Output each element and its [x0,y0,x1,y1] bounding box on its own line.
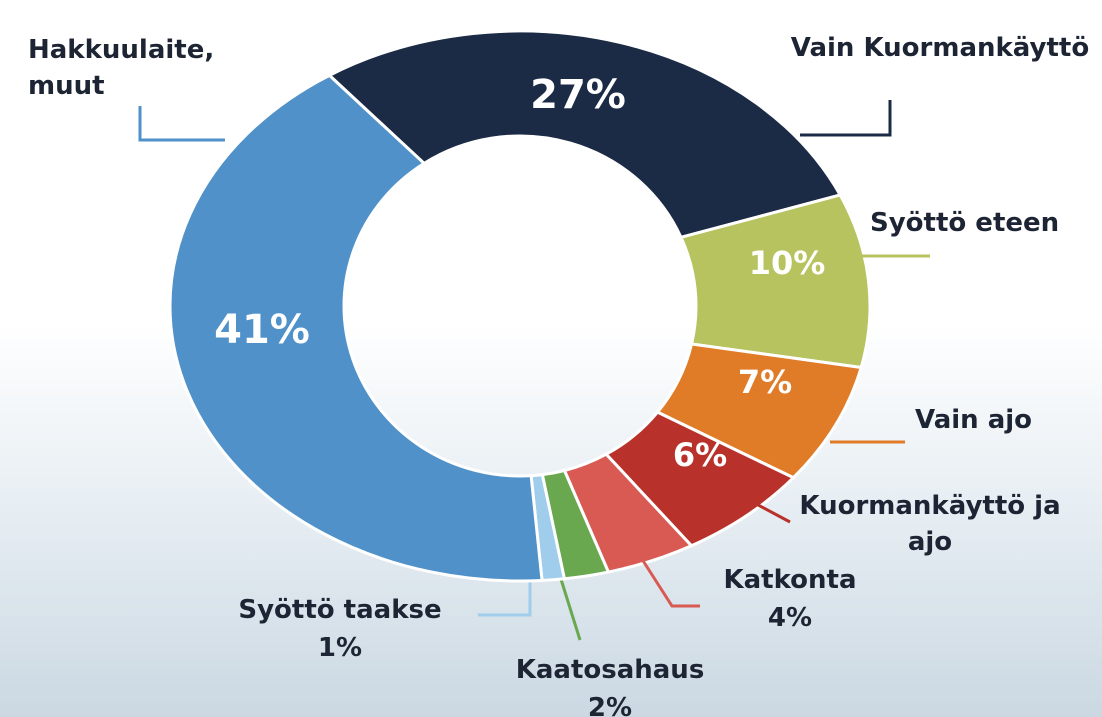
segment-label: Vain ajo [915,405,1033,435]
leader-line [800,100,892,137]
segment-label: Kaatosahaus [515,655,705,685]
value-label: 41% [214,307,310,353]
value-label: 4% [767,603,813,633]
segment-label: Kuormankäyttö ja ajo [799,491,1061,557]
donut-segment [168,73,544,583]
segment-label: Hakkuulaite, muut [28,35,215,101]
leader-line [638,555,700,608]
leader-line [744,496,791,524]
leader-line [478,580,532,617]
value-label: 2% [587,693,633,717]
donut-segment [326,29,843,240]
value-label: 27% [530,72,626,118]
segment-label: Vain Kuormankäyttö [790,33,1090,63]
leader-line [138,106,225,142]
segment-label: Syöttö eteen [870,208,1060,238]
value-label: 1% [317,633,363,663]
leader-line [558,575,582,641]
value-label: 6% [672,436,728,474]
segment-label: Katkonta [723,565,857,595]
value-label: 7% [737,363,793,401]
segment-label: Syöttö taakse [238,595,442,625]
value-label: 10% [748,244,826,282]
